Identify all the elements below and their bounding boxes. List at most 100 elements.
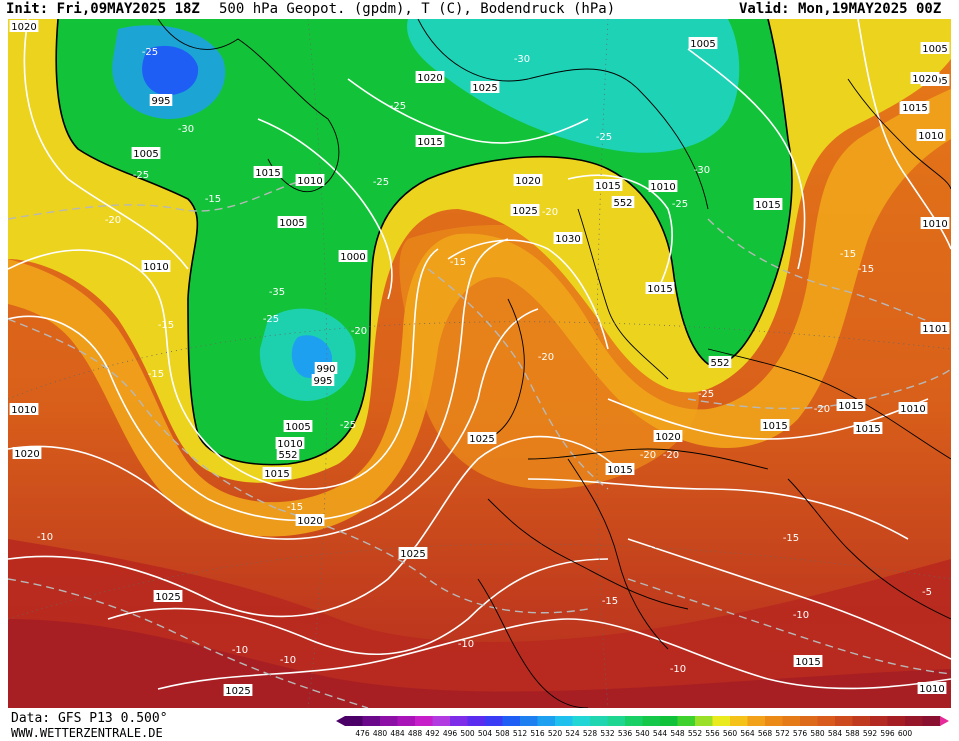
pressure-label-bg (141, 260, 171, 272)
cold-pool-scandinavia (407, 19, 740, 153)
pressure-label-bg (275, 437, 305, 449)
legend-swatch (450, 716, 468, 726)
orange-belt (8, 89, 951, 537)
legend-swatch (607, 716, 626, 726)
temperature-label: -25 (263, 314, 279, 325)
legend-tick-label: 580 (810, 729, 825, 738)
pressure-label: 1015 (417, 137, 442, 148)
geopotential-label: 552 (613, 198, 632, 209)
legend-tick-label: 488 (408, 729, 423, 738)
legend-swatch (520, 716, 538, 726)
legend-tick-label: 504 (478, 729, 493, 738)
legend-swatch (905, 716, 923, 726)
pressure-label-bg (910, 72, 940, 84)
pressure-label: 1015 (264, 469, 289, 480)
legend-tick-label: 568 (758, 729, 773, 738)
init-time-label: Init: Fri,09MAY2025 18Z (6, 1, 200, 17)
legend-tick-label: 592 (863, 729, 878, 738)
pressure-label: 1025 (225, 686, 250, 697)
pressure-label-bg (653, 430, 683, 442)
temperature-label: -15 (840, 249, 856, 260)
website-label: WWW.WETTERZENTRALE.DE (11, 726, 163, 740)
legend-swatch (432, 716, 451, 726)
legend-tick-label: 492 (425, 729, 440, 738)
pressure-label: 1015 (762, 421, 787, 432)
pressure-label: 1101 (922, 324, 947, 335)
pressure-label: 1015 (607, 465, 632, 476)
legend-tick-label: 480 (373, 729, 388, 738)
pressure-label: 1010 (297, 176, 322, 187)
legend-tick-label: 600 (898, 729, 913, 738)
pressure-label-bg (398, 547, 428, 559)
pressure-label: 1015 (595, 181, 620, 192)
pressure-label: 1025 (400, 549, 425, 560)
pressure-label-bg (253, 166, 283, 178)
graticule (8, 19, 951, 708)
temperature-label: -25 (390, 101, 406, 112)
pressure-label: 995 (151, 96, 170, 107)
weather-map: 1005995100510151010100510009909951005101… (8, 19, 951, 708)
temperature-label: -20 (814, 404, 830, 415)
pressure-label-bg (295, 174, 325, 186)
pressure-label: 1015 (795, 657, 820, 668)
pressure-label: 1015 (755, 200, 780, 211)
pressure-label-bg (760, 419, 790, 431)
legend-tick-label: 564 (740, 729, 755, 738)
valid-time-label: Valid: Mon,19MAY2025 00Z (739, 1, 942, 17)
pressure-label-bg (12, 447, 42, 459)
pressure-label-bg (262, 467, 292, 479)
pressure-label-bg (9, 20, 39, 32)
legend-tick-label: 532 (600, 729, 615, 738)
legend-swatch (362, 716, 381, 726)
temperature-label: -25 (672, 199, 688, 210)
legend-swatch (677, 716, 696, 726)
temperature-label: -15 (858, 264, 874, 275)
temperature-label: -5 (922, 587, 932, 598)
pressure-label: 1010 (922, 219, 947, 230)
pressure-label: 1020 (417, 73, 442, 84)
pressure-label-bg (836, 399, 866, 411)
temperature-label: -15 (205, 194, 221, 205)
temperature-label: -15 (783, 533, 799, 544)
temperature-label: -10 (232, 645, 248, 656)
pressure-label: 1010 (143, 262, 168, 273)
legend-swatch (782, 716, 801, 726)
legend-swatch (537, 716, 556, 726)
legend-tick-label: 528 (583, 729, 598, 738)
temperature-label: -20 (640, 450, 656, 461)
pressure-label: 1025 (472, 83, 497, 94)
pressure-label-bg (920, 42, 950, 54)
temperature-label: -20 (663, 450, 679, 461)
temperature-label: -30 (514, 54, 530, 65)
pressure-label-bg (314, 362, 338, 374)
legend-tick-label: 520 (548, 729, 563, 738)
color-legend: 476 480 484 488 492 496 500 504 508 512 516 520 524 5… (336, 716, 949, 738)
pressure-label: 1020 (11, 22, 36, 33)
legend-tick-label: 584 (828, 729, 843, 738)
legend-tick-label: 476 (355, 729, 370, 738)
temperature-label: -30 (694, 165, 710, 176)
pressure-label: 1025 (512, 206, 537, 217)
pressure-label: 1030 (555, 234, 580, 245)
legend-arrow-left (336, 716, 345, 726)
geopotential-contour-552 (55, 19, 793, 466)
pressure-label: 1005 (690, 39, 715, 50)
temperature-label: -10 (37, 532, 53, 543)
temperature-label: -25 (340, 420, 356, 431)
cold-core-greenland-center (142, 45, 199, 96)
temperature-label: -25 (596, 132, 612, 143)
pressure-label-bg (513, 174, 543, 186)
pressure-label-bg (467, 432, 497, 444)
legend-swatch (485, 716, 503, 726)
pressure-label-bg (295, 514, 325, 526)
legend-tick-label: 536 (618, 729, 633, 738)
pressure-label-bg (283, 420, 313, 432)
legend-tick-label: 496 (443, 729, 458, 738)
pressure-label: 1025 (155, 592, 180, 603)
legend-swatch (380, 716, 398, 726)
pressure-label: 1005 (133, 149, 158, 160)
geopotential-label-bg (276, 448, 300, 460)
temperature-label: -20 (542, 207, 558, 218)
temperature-label: -15 (158, 320, 174, 331)
